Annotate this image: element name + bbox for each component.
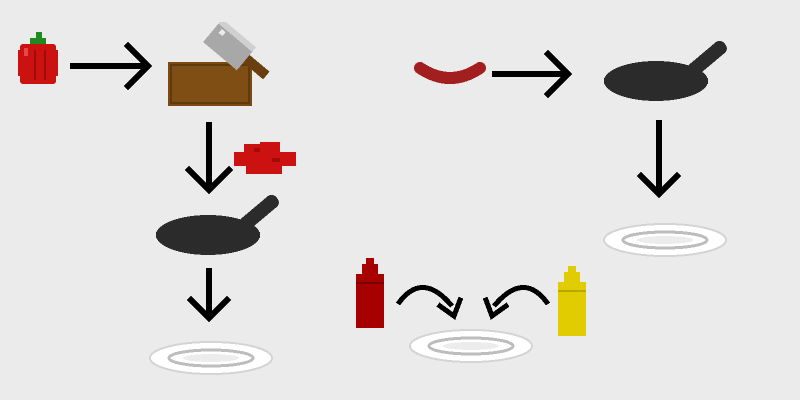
arrow-icon bbox=[184, 120, 234, 196]
sausage-icon bbox=[414, 58, 486, 88]
arrow-icon bbox=[490, 48, 578, 100]
plate-icon bbox=[408, 328, 534, 364]
bell-pepper-icon bbox=[16, 30, 60, 88]
plate-icon bbox=[148, 340, 274, 376]
cutting-board-icon bbox=[168, 62, 252, 106]
arrow-icon bbox=[68, 40, 156, 92]
cleaver-icon bbox=[198, 22, 278, 94]
arrow-icon bbox=[184, 266, 234, 324]
frying-pan-icon bbox=[154, 188, 294, 260]
ketchup-bottle-icon bbox=[352, 256, 388, 330]
frying-pan-icon bbox=[602, 34, 742, 106]
chopped-pepper-icon bbox=[232, 140, 298, 178]
curved-arrow-icon bbox=[394, 276, 468, 322]
mustard-bottle-icon bbox=[554, 264, 590, 338]
plate-icon bbox=[602, 222, 728, 258]
arrow-icon bbox=[634, 118, 684, 202]
curved-arrow-icon bbox=[478, 276, 552, 322]
